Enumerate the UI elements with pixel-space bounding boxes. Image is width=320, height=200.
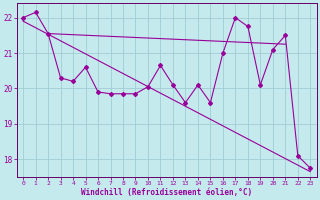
X-axis label: Windchill (Refroidissement éolien,°C): Windchill (Refroidissement éolien,°C) [81, 188, 252, 197]
